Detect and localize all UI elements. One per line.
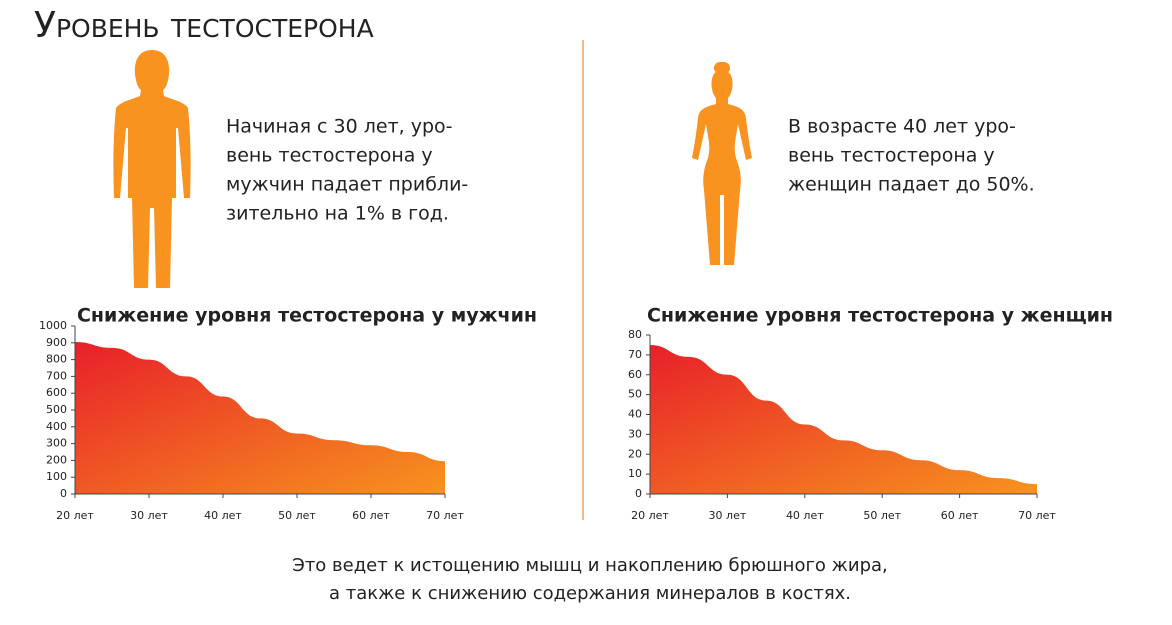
x-tick-label: 60 лет [352, 509, 390, 522]
x-tick-label: 60 лет [941, 509, 979, 522]
men-text: вень тестостерона у [226, 145, 433, 167]
y-tick-label: 600 [46, 386, 67, 399]
y-tick-label: 20 [628, 447, 642, 460]
women-text: вень тестостерона у [788, 145, 995, 167]
chart-title: Снижение уровня тестостерона у мужчин [77, 305, 537, 327]
x-tick-label: 40 лет [204, 509, 242, 522]
x-tick-label: 50 лет [863, 509, 901, 522]
y-tick-label: 70 [628, 348, 642, 361]
men-text: Начиная с 30 лет, уро- [226, 116, 453, 138]
x-tick-label: 70 лет [426, 509, 464, 522]
men-text: зительно на 1% в год. [226, 203, 449, 225]
y-tick-label: 800 [46, 353, 67, 366]
men-text: мужчин падает прибли- [226, 174, 468, 196]
y-tick-label: 200 [46, 453, 67, 466]
x-tick-label: 30 лет [130, 509, 168, 522]
y-tick-label: 0 [635, 487, 642, 500]
y-tick-label: 700 [46, 369, 67, 382]
x-tick-label: 30 лет [709, 509, 747, 522]
women-text: женщин падает до 50%. [788, 174, 1035, 196]
y-tick-label: 10 [628, 467, 642, 480]
x-tick-label: 40 лет [786, 509, 824, 522]
y-tick-label: 30 [628, 427, 642, 440]
x-tick-label: 20 лет [631, 509, 669, 522]
x-tick-label: 20 лет [56, 509, 94, 522]
y-tick-label: 50 [628, 388, 642, 401]
y-tick-label: 100 [46, 470, 67, 483]
y-tick-label: 40 [628, 408, 642, 421]
area [650, 344, 1037, 494]
man-icon [113, 50, 191, 288]
women-text: В возрасте 40 лет уро- [788, 116, 1016, 138]
x-tick-label: 50 лет [278, 509, 316, 522]
area [75, 341, 445, 494]
page-title: Уровень тестостерона [34, 5, 374, 46]
y-tick-label: 400 [46, 420, 67, 433]
y-tick-label: 300 [46, 437, 67, 450]
footer-text: а также к снижению содержания минералов … [329, 583, 851, 604]
chart-title: Снижение уровня тестостерона у женщин [647, 305, 1113, 327]
y-tick-label: 1000 [39, 319, 67, 332]
y-tick-label: 900 [46, 336, 67, 349]
footer-text: Это ведет к истощению мышц и накоплению … [292, 555, 888, 576]
y-tick-label: 80 [628, 328, 642, 341]
y-tick-label: 500 [46, 403, 67, 416]
woman-icon [692, 62, 752, 265]
y-tick-label: 0 [60, 487, 67, 500]
y-tick-label: 60 [628, 368, 642, 381]
x-tick-label: 70 лет [1018, 509, 1056, 522]
